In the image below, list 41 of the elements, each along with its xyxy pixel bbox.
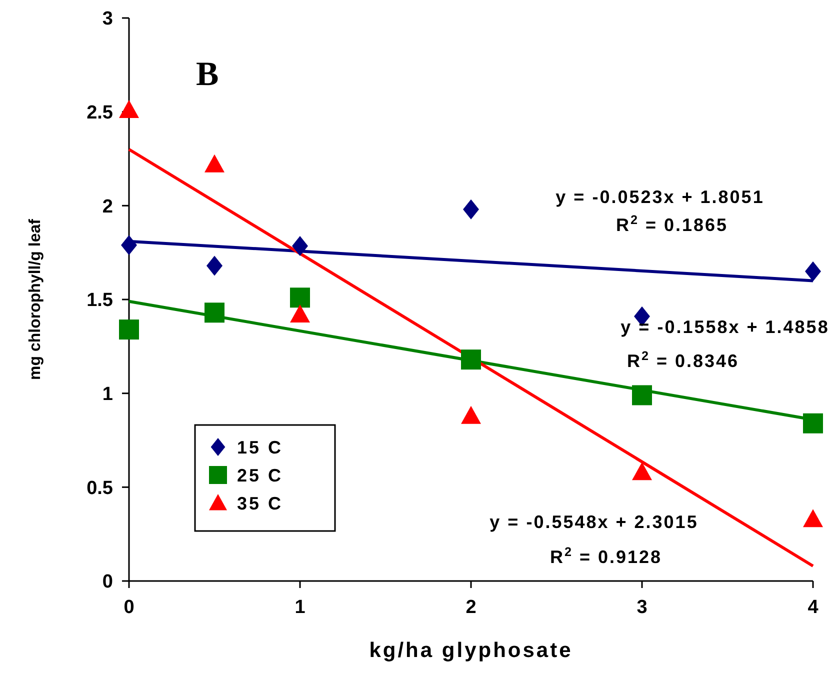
point (119, 100, 139, 118)
point (206, 256, 222, 276)
point (803, 509, 823, 528)
point (461, 350, 481, 370)
x-tick-label: 3 (636, 597, 648, 618)
y-tick-label: 3 (102, 8, 113, 30)
point (119, 320, 139, 340)
y-tick-label: 1 (102, 384, 114, 405)
annotation: R$^{2}$ = 0.1865 (616, 213, 728, 235)
legend-label: 15 C (237, 437, 284, 458)
point (204, 154, 224, 172)
point (461, 406, 481, 424)
point (290, 288, 310, 308)
point (292, 236, 308, 256)
text: B (196, 56, 219, 93)
y-tick-label: 1.5 (86, 290, 114, 312)
legend-label: 35 C (237, 493, 284, 514)
x-tick-label: 2 (466, 597, 476, 618)
x-axis-title: kg/ha glyphosate (369, 639, 573, 662)
y-tick-label: 2 (102, 196, 113, 218)
point (805, 261, 821, 282)
y-tick-label: 0 (102, 572, 113, 593)
point (121, 235, 137, 256)
point (632, 462, 652, 480)
y-axis-title: mg chlorophyll/g leaf (27, 218, 44, 380)
x-tick-label: 0 (124, 597, 134, 618)
annotation: R$^{2}$ = 0.9128 (550, 545, 662, 567)
annotation: R$^{2}$ = 0.8346 (626, 349, 740, 371)
point (803, 413, 823, 434)
annotation: y = -0.1558x + 1.4858 (620, 317, 830, 337)
y-tick-label: 2.5 (86, 102, 114, 124)
y-tick-label: 0.5 (86, 478, 114, 499)
point (290, 304, 310, 323)
annotation: y = -0.0523x + 1.8051 (556, 187, 764, 207)
x-tick-label: 4 (808, 597, 819, 618)
point (632, 385, 652, 406)
legend-label: 25 C (237, 465, 284, 486)
annotation: y = -0.5548x + 2.3015 (490, 512, 698, 532)
x-tick-label: 1 (294, 597, 306, 618)
point (463, 199, 479, 220)
point (204, 302, 224, 323)
